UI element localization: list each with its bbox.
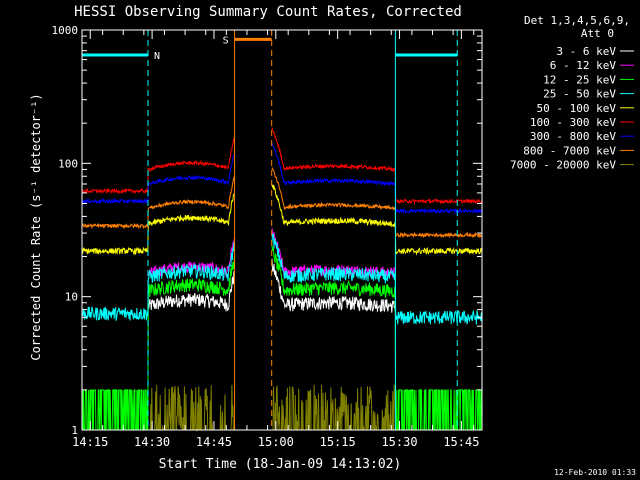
legend-label: 800 - 7000 keV (523, 144, 616, 157)
chart-title: HESSI Observing Summary Count Rates, Cor… (74, 4, 462, 20)
series-line (81, 142, 483, 215)
x-tick-label: 14:15 (72, 435, 108, 449)
x-axis-label: Start Time (18-Jan-09 14:13:02) (159, 457, 402, 472)
series-line (81, 167, 483, 239)
x-tick-label: 15:30 (381, 435, 417, 449)
y-axis-label: Corrected Count Rate (s⁻¹ detector⁻¹) (29, 93, 43, 360)
legend-label: 12 - 25 keV (543, 73, 616, 86)
series-line (81, 233, 483, 326)
series-line (147, 258, 396, 313)
y-tick-label: 1000 (52, 24, 79, 37)
series-line (81, 127, 483, 205)
series-line (81, 184, 483, 256)
legend-label: 300 - 800 keV (530, 130, 616, 143)
timestamp: 12-Feb-2010 01:33 (554, 468, 636, 477)
x-tick-label: 15:00 (258, 435, 294, 449)
x-tick-label: 15:15 (320, 435, 356, 449)
plot-frame (81, 29, 483, 431)
y-tick-label: 10 (65, 291, 78, 304)
legend-label: 100 - 300 keV (530, 116, 616, 129)
legend-label: 7000 - 20000 keV (510, 159, 616, 172)
legend-label: 50 - 100 keV (537, 102, 617, 115)
y-tick-label: 100 (58, 157, 78, 170)
x-tick-label: 14:30 (134, 435, 170, 449)
legend-label: 3 - 6 keV (556, 45, 616, 58)
y-tick-label: 1 (71, 424, 78, 437)
flag-label: N (154, 51, 160, 62)
legend-title: Det 1,3,4,5,6,9, (524, 14, 630, 27)
x-tick-label: 15:45 (443, 435, 479, 449)
flag-label: S (223, 35, 229, 46)
legend-label: 6 - 12 keV (550, 59, 617, 72)
legend-label: 25 - 50 keV (543, 88, 616, 101)
x-tick-label: 14:45 (196, 435, 232, 449)
legend-subtitle: Att 0 (581, 27, 614, 40)
